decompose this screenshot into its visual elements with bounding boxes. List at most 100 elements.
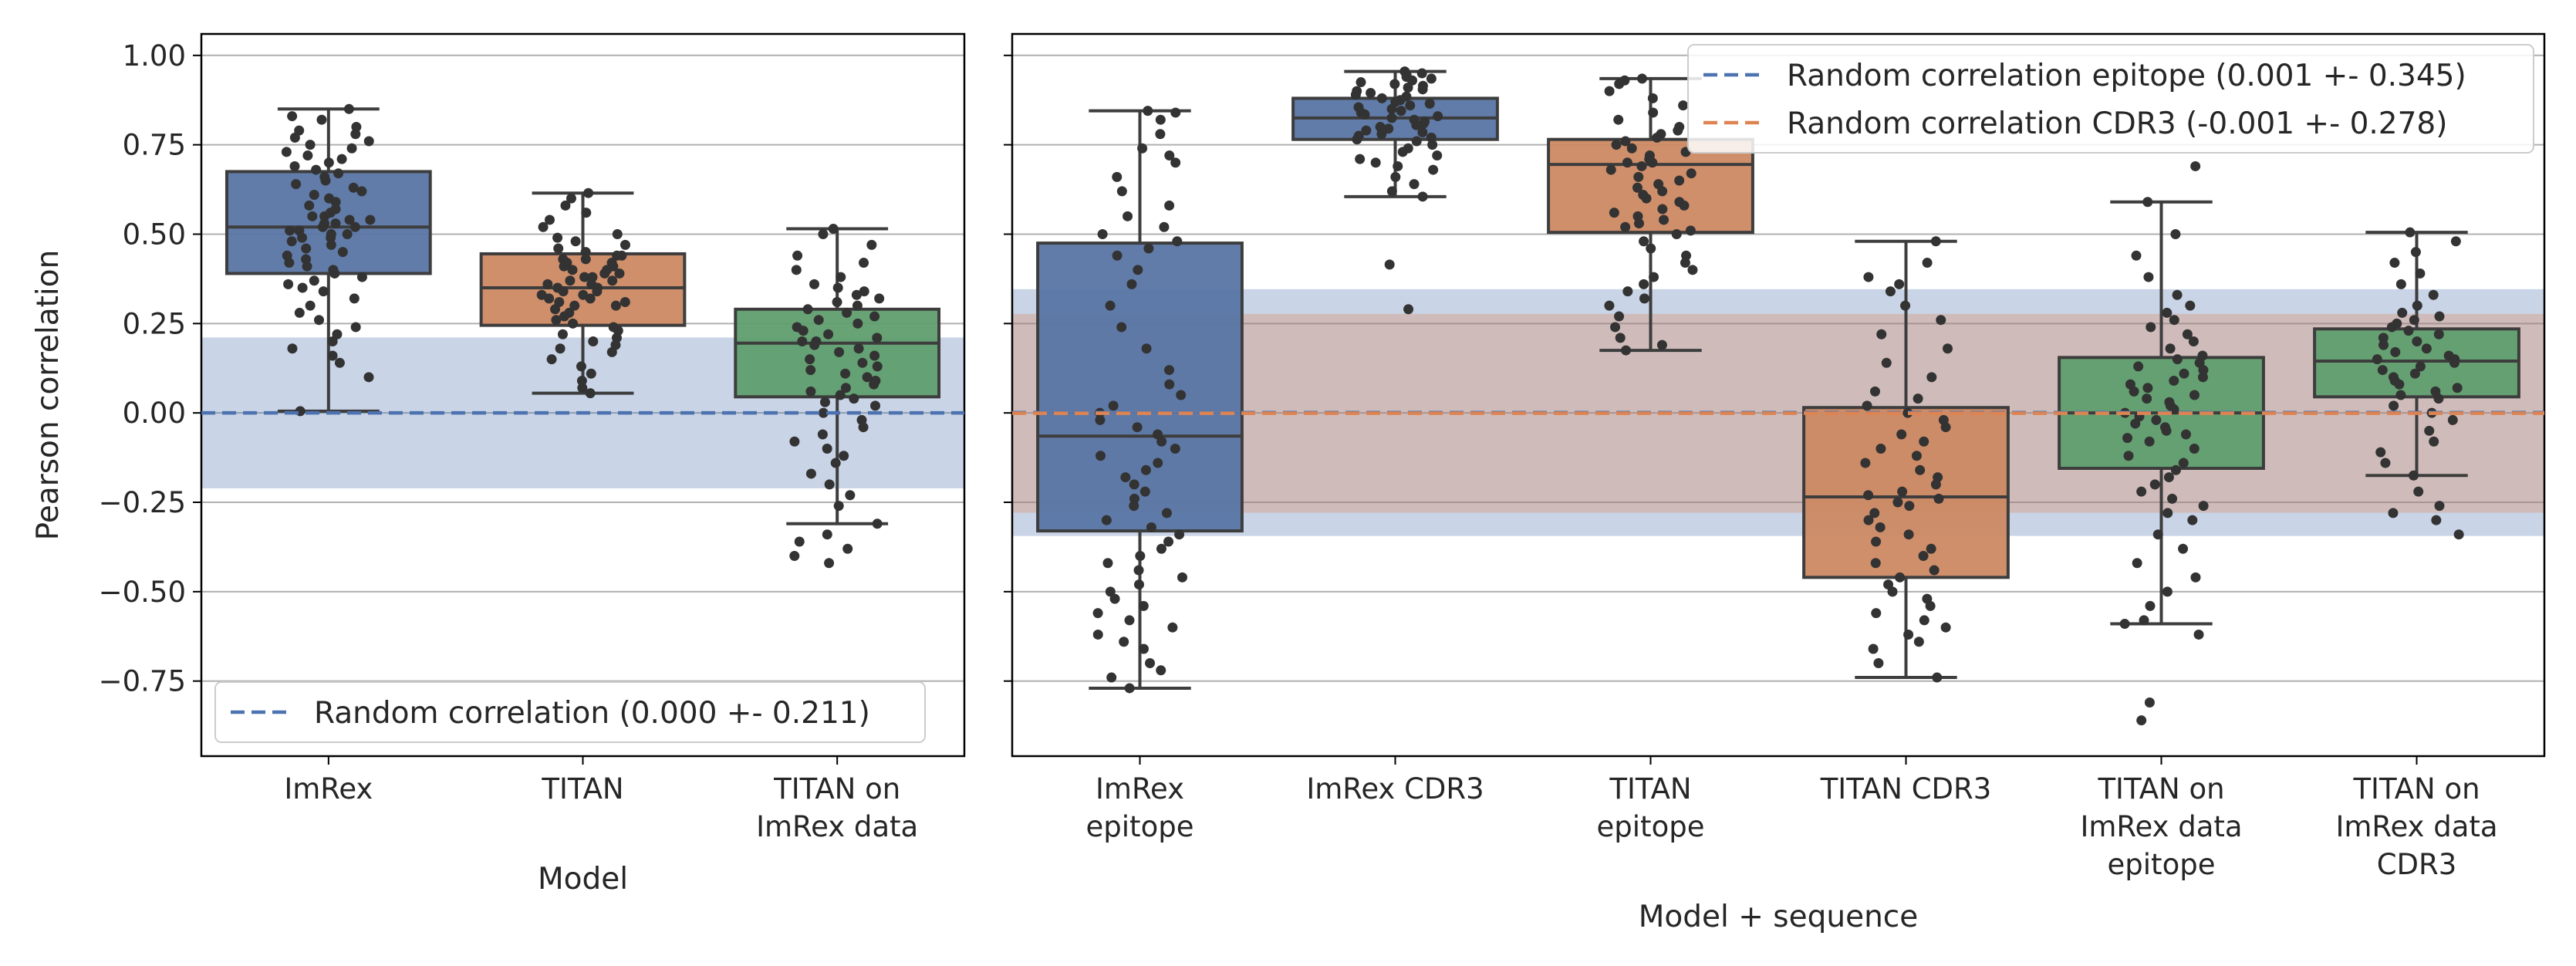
data-point <box>2190 572 2201 583</box>
data-point <box>550 304 561 315</box>
data-point <box>302 150 313 161</box>
data-point <box>337 247 348 258</box>
data-point <box>1632 182 1642 193</box>
data-point <box>2136 715 2147 726</box>
data-point <box>2453 529 2464 540</box>
data-point <box>2162 586 2173 597</box>
data-point <box>281 147 292 157</box>
data-point <box>568 318 579 329</box>
data-point <box>363 372 374 383</box>
data-point <box>1172 236 1183 247</box>
data-point <box>2410 247 2421 258</box>
data-point <box>2146 322 2156 333</box>
data-point <box>1869 386 1880 397</box>
data-point <box>1868 643 1879 654</box>
data-point <box>1411 120 1422 130</box>
data-point <box>1170 157 1181 168</box>
data-point <box>1871 608 1882 619</box>
data-point <box>1656 339 1667 350</box>
data-point <box>319 211 330 221</box>
data-point <box>872 361 883 372</box>
data-point <box>1120 472 1131 483</box>
data-point <box>2178 543 2189 554</box>
x-tick-label: TITAN on <box>2097 772 2224 806</box>
data-point <box>346 143 357 154</box>
data-point <box>858 422 869 433</box>
data-point <box>2433 393 2444 404</box>
data-point <box>577 383 588 393</box>
data-point <box>1156 436 1167 447</box>
panel-2: ImRex epitope ImRex CDR3 TITAN epitope TITAN … <box>1004 32 2546 934</box>
legend-label: Random correlation CDR3 (-0.001 +- 0.278… <box>1787 106 2447 141</box>
data-point <box>2434 501 2445 512</box>
y-tick-label: 0.25 <box>123 307 186 340</box>
data-point <box>1159 221 1170 232</box>
data-point <box>870 400 881 411</box>
data-point <box>1095 414 1106 425</box>
x-tick-label: ImRex data <box>2335 810 2497 843</box>
legend: Random correlation (0.000 +- 0.211) <box>214 681 926 743</box>
data-point <box>542 279 553 289</box>
data-point <box>1652 132 1663 143</box>
iqr-box <box>1036 242 1244 533</box>
data-point <box>1648 107 1659 118</box>
data-point <box>1139 486 1150 497</box>
y-tick-label: 0.50 <box>123 218 186 251</box>
data-point <box>2403 326 2414 336</box>
x-tick-label: epitope <box>1597 810 1705 843</box>
box-series-2 <box>479 187 687 399</box>
data-point <box>832 282 843 293</box>
data-point <box>2413 486 2424 497</box>
data-point <box>1926 372 1937 383</box>
data-point <box>560 200 571 211</box>
data-point <box>2390 346 2401 357</box>
data-point <box>580 254 591 265</box>
data-point <box>1386 103 1397 114</box>
data-point <box>2189 444 2200 454</box>
data-point <box>849 393 859 404</box>
data-point <box>869 311 880 322</box>
data-point <box>1862 400 1872 411</box>
data-point <box>2389 400 2399 411</box>
y-tick-label: −0.25 <box>99 486 186 519</box>
data-point <box>2162 508 2173 518</box>
data-point <box>2169 375 2179 386</box>
data-point <box>569 300 580 311</box>
data-point <box>592 286 603 297</box>
data-point <box>1637 73 1648 84</box>
data-point <box>1177 572 1188 583</box>
data-point <box>1174 529 1185 540</box>
data-point <box>1393 160 1403 171</box>
data-point <box>2187 515 2198 525</box>
data-point <box>1936 315 1946 326</box>
data-point <box>289 160 300 171</box>
data-point <box>809 279 820 289</box>
data-point <box>1386 113 1397 123</box>
data-point <box>2162 307 2173 318</box>
data-point <box>1141 343 1152 354</box>
data-point <box>2142 393 2152 404</box>
data-point <box>1896 429 1907 440</box>
data-point <box>1870 558 1881 569</box>
data-point <box>805 365 816 376</box>
data-point <box>2450 236 2461 247</box>
data-point <box>1102 558 1113 569</box>
data-point <box>805 354 815 365</box>
data-point <box>789 436 800 447</box>
data-point <box>1860 458 1871 468</box>
data-point <box>1424 98 1435 109</box>
data-point <box>333 168 344 179</box>
data-point <box>1109 593 1120 604</box>
data-point <box>1156 665 1166 676</box>
data-point <box>286 236 297 247</box>
data-point <box>350 322 361 333</box>
data-point <box>555 343 566 354</box>
data-point <box>1604 86 1615 96</box>
data-point <box>822 529 832 540</box>
data-point <box>1626 143 1637 154</box>
data-point <box>586 368 596 379</box>
x-tick-label: epitope <box>2108 848 2216 881</box>
data-point <box>1926 543 1936 554</box>
data-point <box>857 357 868 368</box>
